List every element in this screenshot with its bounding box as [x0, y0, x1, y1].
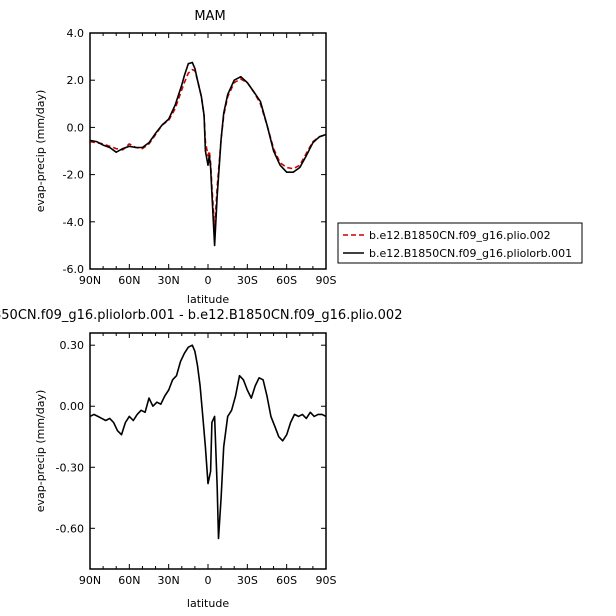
- top-x-tick-label: 60N: [118, 274, 140, 287]
- top-x-tick-label: 0: [205, 274, 212, 287]
- legend-label-pliolorb: b.e12.B1850CN.f09_g16.pliolorb.001: [369, 247, 572, 260]
- top-x-axis: 90N 60N 30N 0 30S 60S 90S: [79, 33, 337, 287]
- bottom-series-line-0: [89, 344, 327, 540]
- top-x-tick-label: 90S: [316, 274, 337, 287]
- bottom-x-tick-label: 60S: [276, 574, 297, 587]
- bottom-x-axis: 90N 60N 30N 0 30S 60S 90S: [79, 333, 337, 587]
- bottom-chart: 850CN.f09_g16.pliolorb.001 - b.e12.B1850…: [0, 308, 402, 610]
- top-plot-frame: [89, 32, 327, 270]
- top-y-tick-label: 4.0: [67, 27, 85, 40]
- top-x-axis-label: latitude: [187, 293, 229, 306]
- top-series-line-1: [89, 61, 327, 247]
- legend: b.e12.B1850CN.f09_g16.plio.002 b.e12.B18…: [337, 222, 583, 264]
- top-x-tick-label: 60S: [276, 274, 297, 287]
- top-y-tick-label: -2.0: [63, 169, 84, 182]
- top-series-line-0: [89, 68, 327, 230]
- bottom-y-axis: -0.60 -0.30 0.00 0.30: [56, 339, 326, 535]
- top-chart: MAM 90N 60N 30N 0 30S 60S 90S -6.0 -4.0 -2.0 0.0 2…: [34, 9, 337, 306]
- top-y-axis-label: evap-precip (mm/day): [34, 90, 47, 213]
- bottom-plot-frame: [89, 332, 327, 570]
- bottom-x-tick-label: 90N: [79, 574, 101, 587]
- legend-label-plio: b.e12.B1850CN.f09_g16.plio.002: [369, 229, 551, 242]
- top-x-tick-label: 90N: [79, 274, 101, 287]
- bottom-y-tick-label: 0.00: [60, 400, 85, 413]
- legend-box: [337, 222, 583, 264]
- top-x-tick-label: 30S: [237, 274, 258, 287]
- top-chart-title: MAM: [194, 9, 225, 24]
- top-x-tick-label: 30N: [158, 274, 180, 287]
- top-series-group: [89, 61, 327, 247]
- bottom-series-group: [89, 344, 327, 540]
- top-y-tick-label: 0.0: [67, 121, 85, 134]
- bottom-y-tick-label: 0.30: [60, 339, 85, 352]
- top-y-tick-label: -6.0: [63, 263, 84, 276]
- bottom-x-tick-label: 30N: [158, 574, 180, 587]
- bottom-y-tick-label: -0.60: [56, 522, 84, 535]
- bottom-x-tick-label: 30S: [237, 574, 258, 587]
- bottom-x-tick-label: 90S: [316, 574, 337, 587]
- bottom-chart-title: 850CN.f09_g16.pliolorb.001 - b.e12.B1850…: [0, 308, 402, 323]
- top-y-tick-label: -4.0: [63, 216, 84, 229]
- bottom-y-axis-label: evap-precip (mm/day): [34, 390, 47, 513]
- bottom-x-axis-label: latitude: [187, 597, 229, 610]
- bottom-x-tick-label: 0: [205, 574, 212, 587]
- bottom-x-tick-label: 60N: [118, 574, 140, 587]
- top-y-axis: -6.0 -4.0 -2.0 0.0 2.0 4.0: [63, 27, 326, 276]
- bottom-y-tick-label: -0.30: [56, 461, 84, 474]
- top-y-tick-label: 2.0: [67, 74, 85, 87]
